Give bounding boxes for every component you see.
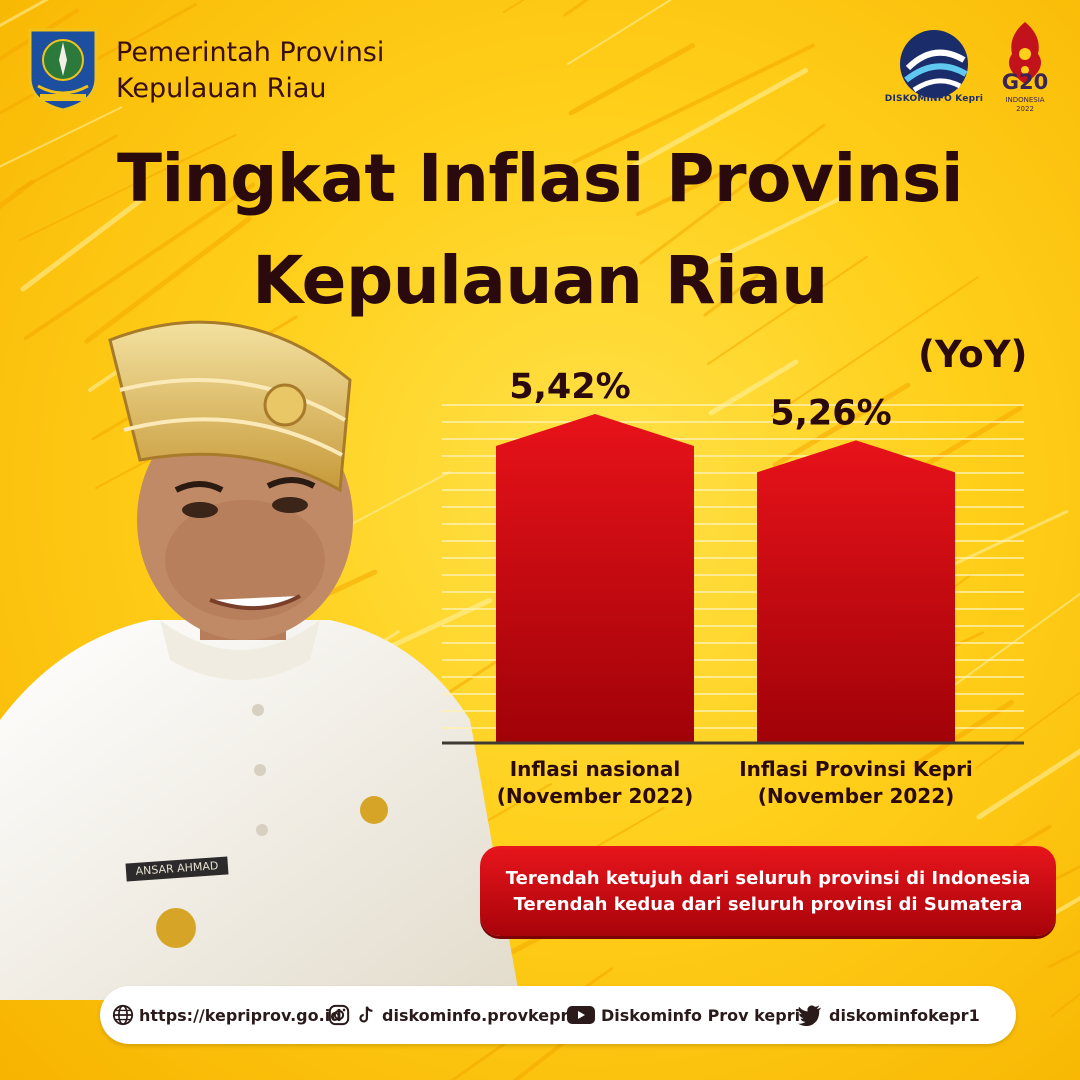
footer-twitter[interactable]: diskominfokepr1: [796, 1003, 980, 1027]
province-emblem: [28, 28, 98, 112]
g20-country: INDONESIA: [1005, 96, 1045, 104]
globe-icon: [112, 1004, 134, 1026]
background-ray: [1044, 896, 1080, 920]
background-ray: [567, 0, 673, 65]
social-handle: diskominfo.provkepri: [382, 1005, 574, 1025]
g20-logo: [1008, 22, 1042, 84]
ranking-note-line-1: Terendah ketujuh dari seluruh provinsi d…: [505, 868, 1031, 889]
background-ray: [0, 106, 123, 168]
background-ray: [0, 179, 35, 210]
g20-subtitle: INDONESIA 2022: [994, 96, 1056, 114]
footer-social[interactable]: diskominfo.provkepri: [328, 1003, 574, 1027]
kominfo-logo: [900, 30, 968, 98]
tiktok-icon: [359, 1006, 373, 1023]
background-ray: [703, 274, 759, 317]
twitter-handle: diskominfokepr1: [829, 1005, 980, 1025]
yoy-qualifier: (YoY): [918, 333, 1028, 376]
page-title-line-2: Kepulauan Riau: [252, 242, 828, 319]
background-ray: [976, 748, 1080, 820]
background-ray: [563, 0, 590, 17]
background-ray: [19, 133, 237, 241]
youtube-icon: [567, 1006, 595, 1024]
footer-website[interactable]: https://kepriprov.go.id: [112, 1003, 342, 1027]
background-ray: [700, 194, 847, 268]
page-title-line-1: Tingkat Inflasi Provinsi: [117, 140, 963, 217]
g20-year: 2022: [1016, 105, 1034, 113]
chart-labels: 5,42% Inflasi nasional (November 2022) 5,26…: [497, 367, 973, 808]
background-ray: [568, 43, 696, 116]
chart-bars: [496, 414, 955, 743]
category-label-2-line-2: (November 2022): [758, 784, 955, 808]
footer-youtube[interactable]: Diskominfo Prov kepri: [566, 1003, 800, 1027]
background-ray: [84, 216, 252, 344]
category-label-2-line-1: Inflasi Provinsi Kepri: [739, 757, 973, 781]
background-ray: [771, 276, 979, 417]
background-ray: [24, 182, 256, 340]
category-label-1-line-2: (November 2022): [497, 784, 694, 808]
org-name-line-2: Kepulauan Riau: [116, 73, 327, 104]
governor-photo: [0, 320, 520, 1000]
website-url: https://kepriprov.go.id: [139, 1005, 342, 1025]
bar-1: [496, 414, 694, 743]
instagram-icon: [328, 1004, 350, 1026]
background-ray: [20, 198, 143, 292]
footer-contact-bar: https://kepriprov.go.id diskominfo.provk…: [100, 986, 1016, 1044]
org-name-line-1: Pemerintah Provinsi: [116, 37, 385, 68]
background-ray: [639, 123, 826, 265]
bar-value-label-2: 5,26%: [770, 393, 891, 433]
background-ray: [772, 382, 911, 468]
youtube-channel: Diskominfo Prov kepri: [601, 1005, 801, 1025]
category-label-1-line-1: Inflasi nasional: [510, 757, 681, 781]
bar-value-label-1: 5,42%: [509, 367, 630, 407]
ranking-note-line-2: Terendah kedua dari seluruh provinsi di …: [513, 894, 1023, 915]
inflation-bar-chart: 5,42% Inflasi nasional (November 2022) 5,26…: [442, 367, 1024, 808]
background-ray: [1051, 992, 1080, 1017]
background-ray: [572, 43, 816, 164]
twitter-icon: [798, 1005, 821, 1026]
background-ray: [912, 699, 1014, 768]
g20-label: G20: [1001, 70, 1049, 94]
kominfo-label: DISKOMINFO Kepri: [884, 94, 984, 104]
background-ray: [632, 67, 809, 168]
background-ray: [0, 8, 80, 62]
background-ray: [636, 167, 732, 216]
ranking-note: Terendah ketujuh dari seluruh provinsi d…: [480, 846, 1056, 936]
background-ray: [707, 255, 869, 365]
bar-2: [757, 440, 955, 743]
